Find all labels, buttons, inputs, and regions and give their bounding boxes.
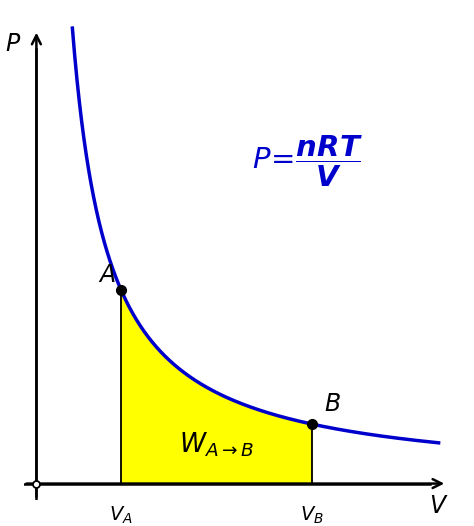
Text: $P\!=\!\dfrac{\bfit{n}\bfit{R}\bfit{T}}{V}$: $P\!=\!\dfrac{\bfit{n}\bfit{R}\bfit{T}}{… <box>252 134 363 188</box>
Text: $W_{A\rightarrow B}$: $W_{A\rightarrow B}$ <box>179 431 254 459</box>
Polygon shape <box>121 290 311 483</box>
Text: $P$: $P$ <box>5 32 21 56</box>
Text: $V_B$: $V_B$ <box>300 504 324 526</box>
Text: $A$: $A$ <box>98 264 116 287</box>
Text: $V$: $V$ <box>429 494 448 518</box>
Text: $V_A$: $V_A$ <box>109 504 133 526</box>
Text: $B$: $B$ <box>324 393 341 416</box>
